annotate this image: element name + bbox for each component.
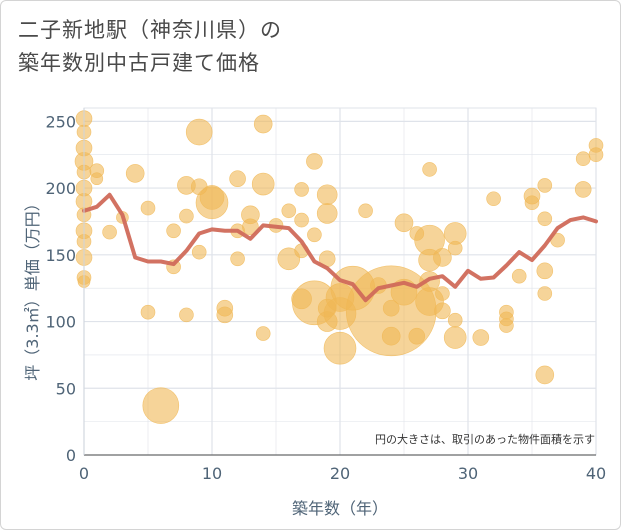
bubble-point [140,304,156,320]
bubble-point [472,329,490,346]
bubble-layer [74,110,604,424]
chart-title: 二子新地駅（神奈川県）の 築年数別中古戸建て価格 [18,18,282,75]
bubble-point [179,307,194,323]
bubble-point [125,164,145,183]
bubble-point [195,186,229,220]
bubble-point [179,208,194,224]
bubble-point [574,181,592,198]
y-tick-label: 150 [45,246,76,265]
bubble-point [435,286,450,301]
bubble-point [102,224,117,240]
y-tick-label: 0 [66,446,76,465]
bubble-point [537,211,553,227]
bubble-point [142,387,180,424]
bubble-point [537,178,553,193]
x-tick-label: 0 [79,464,89,483]
bubble-point [90,172,104,186]
bubble-point [251,172,275,196]
y-tick-label: 50 [56,379,76,398]
bubble-point [191,244,207,260]
bubble-point [535,365,555,385]
bubble-point [294,212,309,228]
bubble-point [307,227,322,243]
bubble-point [486,191,501,207]
bubble-point [588,147,604,163]
bubble-point [255,326,271,341]
x-tick-label: 30 [458,464,478,483]
bubble-point [166,223,181,239]
bubble-point [229,170,246,188]
bubble-point [140,200,156,216]
bubble-point [443,326,467,349]
bubble-point [575,151,591,167]
bubble-point [408,327,426,345]
bubble-point [185,118,213,146]
bubble-point [316,184,338,206]
bubble-point [306,153,323,170]
bubble-point [277,247,301,271]
bubble-point [358,203,373,219]
bubble-point [281,203,297,219]
bubble-point [536,262,554,280]
bubble-point [230,251,245,267]
bubble-point [316,203,338,224]
bubble-point [447,312,463,328]
bubble-point [294,182,309,197]
y-tick-label: 200 [45,179,76,198]
average-line-layer [82,192,598,303]
bubble-point [524,195,540,211]
bubble-point [433,248,452,267]
bubble-point [381,326,401,346]
bubble-point [394,213,414,233]
bubble-point [422,162,437,177]
x-axis-title: 築年数（年） [292,499,388,518]
y-tick-label: 100 [45,313,76,332]
x-tick-label: 40 [586,464,606,483]
bubble-point [434,302,451,320]
x-tick-label: 10 [202,464,222,483]
bubble-point [323,331,357,365]
axes: 0 10 20 30 40 0 50 100 150 200 250 [45,108,606,483]
bubble-size-note: 円の大きさは、取引のあった物件面積を示す [375,432,595,446]
bubble-point [253,114,273,134]
bubble-point [242,218,259,236]
bubble-point [447,240,463,256]
bubble-point [511,268,527,284]
average-price-line [82,192,598,303]
x-tick-label: 20 [330,464,350,483]
y-axis-title: 坪（3.3㎡）単価（万円） [23,195,42,380]
bubble-point [537,286,553,301]
y-tick-label: 250 [45,112,76,131]
bubble-point [216,306,234,324]
bubble-point [499,318,514,333]
